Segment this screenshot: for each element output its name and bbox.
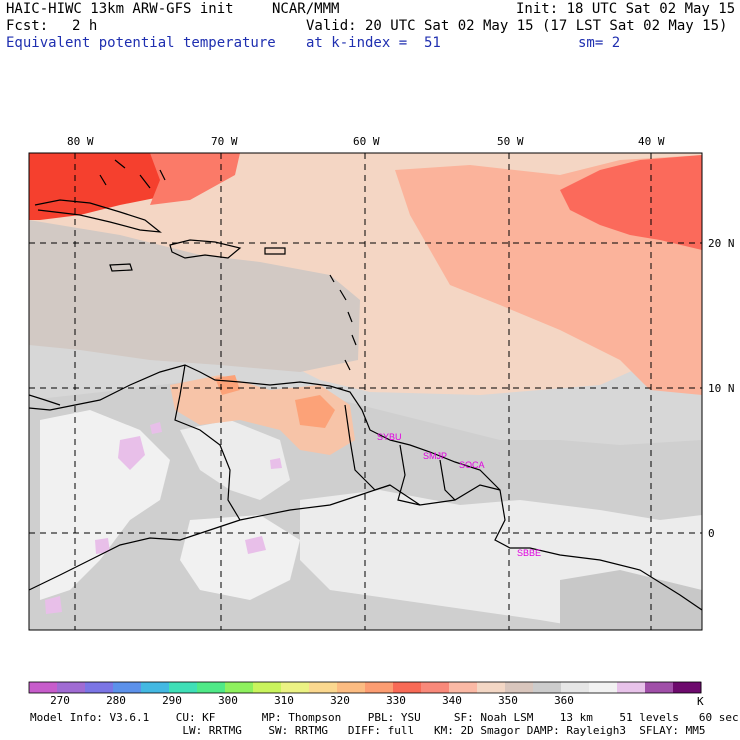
colorbar-label-360: 360	[554, 694, 574, 707]
colorbar-swatch	[561, 682, 590, 693]
station-sbbe: SBBE	[517, 548, 541, 558]
colorbar-swatch	[477, 682, 506, 693]
colorbar	[29, 682, 702, 693]
colorbar-swatch	[253, 682, 282, 693]
field-peach-venezuela	[170, 375, 355, 455]
colorbar-label-330: 330	[386, 694, 406, 707]
border-panama	[29, 394, 61, 406]
colorbar-label-270: 270	[50, 694, 70, 707]
coast-lesser-antilles	[329, 274, 357, 371]
forecast-label: Fcst:	[6, 18, 49, 34]
colorbar-swatch	[309, 682, 338, 693]
model-title: HAIC-HIWC 13km ARW-GFS init	[6, 1, 234, 17]
colorbar-swatch	[645, 682, 674, 693]
colorbar-label-320: 320	[330, 694, 350, 707]
colorbar-swatch	[281, 682, 310, 693]
coast-south-america	[29, 364, 702, 611]
field-lavender-1	[118, 436, 145, 470]
colorbar-swatch	[533, 682, 562, 693]
border-colombia-venezuela	[174, 364, 241, 521]
smoothing-value: sm= 2	[578, 35, 621, 51]
colorbar-frame	[28, 681, 702, 694]
colorbar-swatch	[197, 682, 226, 693]
colorbar-swatch	[673, 682, 702, 693]
colorbar-swatch	[589, 682, 618, 693]
lon-label-60w: 60 W	[353, 135, 380, 148]
field-name: Equivalent potential temperature	[6, 35, 276, 51]
border-colombia-south	[29, 519, 241, 591]
model-info-line-2: LW: RRTMG SW: RRTMG DIFF: full KM: 2D Sm…	[30, 724, 706, 737]
model-info-line-1: Model Info: V3.6.1 CU: KF MP: Thompson P…	[30, 711, 739, 724]
colorbar-swatch	[449, 682, 478, 693]
colorbar-swatch	[141, 682, 170, 693]
field-land-grey-2	[560, 570, 702, 630]
lon-label-80w: 80 W	[67, 135, 94, 148]
colorbar-label-290: 290	[162, 694, 182, 707]
lat-label-20n: 20 N	[708, 237, 735, 250]
station-sybu: SYBU	[377, 432, 402, 442]
field-land-light-2	[180, 420, 290, 500]
colorbar-swatch	[421, 682, 450, 693]
lon-label-50w: 50 W	[497, 135, 524, 148]
field-lavender-5	[45, 596, 62, 614]
field-orange-spot-1	[295, 395, 335, 428]
field-lavender-4	[95, 538, 110, 554]
station-soca: SOCA	[459, 460, 485, 470]
colorbar-swatch	[29, 682, 58, 693]
border-guyana-suriname	[397, 444, 421, 506]
colorbar-unit: K	[697, 695, 704, 708]
coastlines	[29, 159, 702, 611]
valid-time: Valid: 20 UTC Sat 02 May 15 (17 LST Sat …	[306, 18, 728, 34]
coast-puerto-rico	[264, 247, 286, 255]
field-land-light-4	[180, 515, 300, 600]
colorbar-swatch	[169, 682, 198, 693]
colorbar-swatch	[365, 682, 394, 693]
organization: NCAR/MMM	[272, 1, 340, 17]
forecast-value: 2 h	[72, 18, 98, 34]
border-suriname-guiana	[439, 459, 456, 501]
colorbar-label-310: 310	[274, 694, 294, 707]
colorbar-swatch	[505, 682, 534, 693]
colorbar-label-350: 350	[498, 694, 518, 707]
colorbar-swatch	[85, 682, 114, 693]
colorbar-swatch	[337, 682, 366, 693]
level-index: at k-index = 51	[306, 35, 441, 51]
colorbar-swatch	[57, 682, 86, 693]
colorbar-label-280: 280	[106, 694, 126, 707]
lon-label-70w: 70 W	[211, 135, 238, 148]
init-time: Init: 18 UTC Sat 02 May 15	[516, 1, 736, 17]
colorbar-swatch	[617, 682, 646, 693]
field-lavender-3	[245, 536, 266, 554]
colorbar-label-300: 300	[218, 694, 238, 707]
field-lavender-6	[270, 458, 282, 469]
coast-bahamas	[99, 159, 166, 189]
map-frame	[28, 152, 703, 631]
field-salmon-nw	[150, 153, 240, 205]
coast-cuba	[34, 199, 162, 233]
colorbar-swatch	[225, 682, 254, 693]
lat-label-10n: 10 N	[708, 382, 735, 395]
border-brazil-north	[239, 484, 501, 521]
coast-jamaica	[109, 263, 133, 272]
station-smjp: SMJP	[423, 451, 447, 461]
lon-label-40w: 40 W	[638, 135, 665, 148]
coast-hispaniola	[169, 239, 242, 259]
map-field: SYBU SMJP SOCA SBBE	[29, 153, 702, 630]
field-caribbean-grey	[29, 220, 360, 372]
field-lavender-2	[150, 422, 162, 434]
field-red-east	[560, 155, 702, 250]
lat-label-0: 0	[708, 527, 715, 540]
colorbar-swatch	[113, 682, 142, 693]
colorbar-label-340: 340	[442, 694, 462, 707]
colorbar-swatch	[393, 682, 422, 693]
